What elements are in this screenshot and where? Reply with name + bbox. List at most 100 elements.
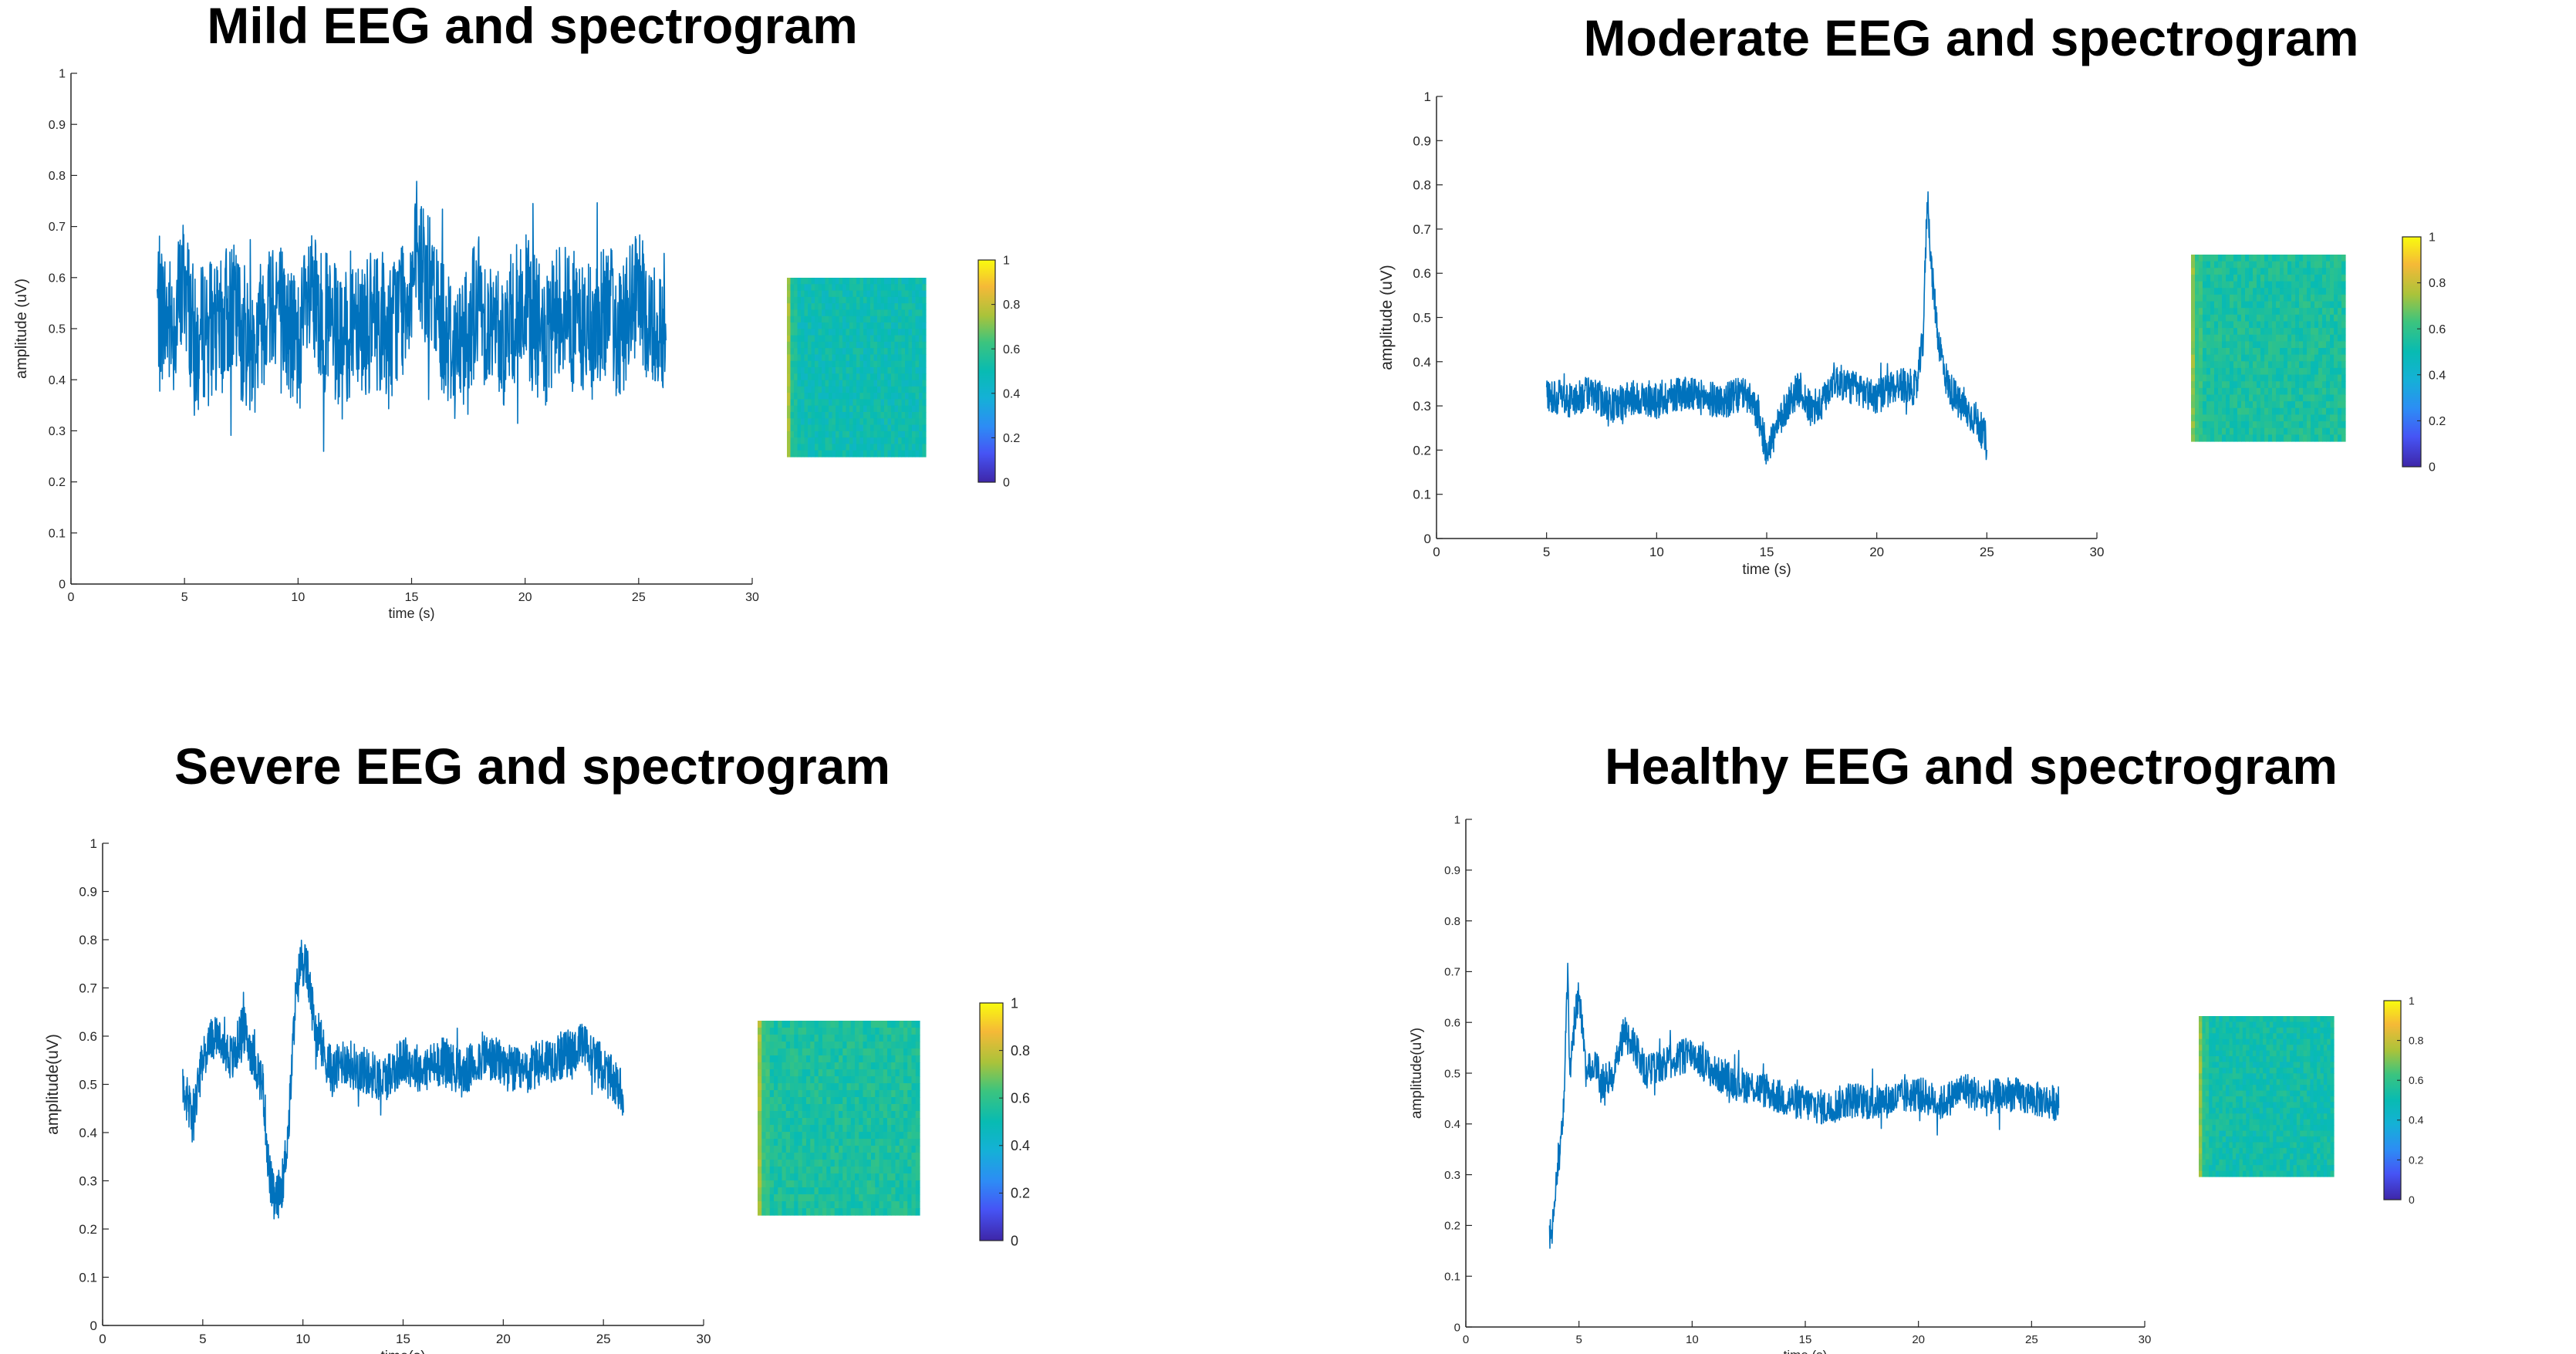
spectrogram-cell (846, 1083, 852, 1091)
spectrogram-cell (797, 367, 802, 374)
spectrogram-cell (814, 1146, 819, 1153)
spectrogram-cell (2293, 1085, 2297, 1092)
spectrogram-cell (2242, 1113, 2247, 1120)
spectrogram-cell (2226, 1067, 2230, 1074)
spectrogram-cell (782, 1167, 787, 1174)
spectrogram-cell (846, 418, 850, 426)
spectrogram-cell (912, 348, 917, 356)
colorbar-tick-label: 0 (1011, 1233, 1018, 1248)
spectrogram-cell (903, 1055, 908, 1063)
spectrogram-cell (782, 1062, 787, 1070)
spectrogram-cell (846, 1062, 852, 1070)
spectrogram-cell (822, 424, 826, 432)
spectrogram-cell (887, 1035, 892, 1042)
spectrogram-cell (899, 1139, 904, 1146)
spectrogram-cell (2334, 387, 2338, 396)
spectrogram-cell (2253, 1045, 2257, 1052)
spectrogram-cell (875, 1187, 880, 1195)
spectrogram-cell (2326, 361, 2331, 369)
spectrogram-cell (774, 1055, 778, 1063)
spectrogram-cell (839, 1132, 843, 1140)
spectrogram-cell (2245, 394, 2250, 402)
spectrogram-cell (2272, 421, 2277, 429)
spectrogram-cell (2293, 1033, 2297, 1040)
spectrogram-cell (2269, 1045, 2274, 1052)
spectrogram-cell (2290, 1119, 2294, 1126)
spectrogram-cell (849, 335, 854, 343)
spectrogram-cell (903, 1180, 908, 1188)
spectrogram-cell (2269, 1085, 2274, 1092)
spectrogram-cell (2330, 1165, 2335, 1172)
spectrogram-cell (2320, 1062, 2324, 1069)
spectrogram-cell (891, 437, 896, 445)
spectrogram-cell (912, 360, 917, 368)
spectrogram-cell (2310, 1067, 2314, 1074)
spectrogram-cell (826, 1042, 832, 1049)
spectrogram-cell (856, 424, 861, 432)
spectrogram-cell (2230, 288, 2234, 295)
spectrogram-cell (810, 1146, 815, 1153)
spectrogram-cell (2307, 255, 2311, 262)
spectrogram-cell (829, 367, 833, 374)
spectrogram-cell (849, 303, 854, 311)
spectrogram-cell (765, 1042, 771, 1049)
spectrogram-cell (2239, 1038, 2243, 1045)
spectrogram-cell (2203, 348, 2207, 356)
spectrogram-cell (2314, 421, 2319, 429)
spectrogram-cell (894, 386, 899, 393)
spectrogram-cell (814, 1055, 819, 1063)
spectrogram-cell (855, 1187, 859, 1195)
spectrogram-cell (866, 1160, 872, 1167)
spectrogram-cell (2326, 427, 2331, 435)
spectrogram-cell (912, 380, 917, 387)
spectrogram-cell (2323, 1079, 2328, 1086)
spectrogram-cell (2206, 407, 2211, 416)
spectrogram-cell (797, 309, 802, 317)
spectrogram-cell (2313, 1056, 2318, 1063)
spectrogram-cell (806, 1180, 811, 1188)
spectrogram-cell (922, 373, 927, 381)
spectrogram-cell (2226, 1142, 2230, 1149)
spectrogram-cell (2276, 1125, 2281, 1132)
spectrogram-cell (877, 278, 882, 285)
spectrogram-cell (903, 1146, 908, 1153)
spectrogram-cell (2295, 321, 2300, 329)
spectrogram-cell (2268, 301, 2273, 309)
spectrogram-cell (2230, 308, 2234, 316)
spectrogram-cell (2264, 394, 2269, 402)
spectrogram-cell (2236, 1153, 2240, 1160)
spectrogram-cell (2263, 1079, 2267, 1086)
spectrogram-cell (822, 1167, 827, 1174)
spectrogram-cell (834, 1187, 839, 1195)
spectrogram-cell (822, 1111, 827, 1119)
spectrogram-cell (787, 348, 792, 356)
spectrogram-cell (2320, 1119, 2324, 1126)
spectrogram-cell (2273, 1165, 2277, 1172)
spectrogram-cell (832, 418, 836, 426)
spectrogram-cell (839, 341, 843, 349)
spectrogram-cell (2284, 261, 2288, 268)
spectrogram-cell (2273, 1107, 2277, 1114)
y-tick-label: 1 (1424, 89, 1431, 104)
spectrogram-cell (2307, 1107, 2311, 1114)
spectrogram-cell (2239, 1062, 2243, 1069)
y-tick-label: 0.4 (1413, 355, 1431, 370)
spectrogram-cell (883, 1111, 888, 1119)
spectrogram-cell (2322, 255, 2327, 262)
spectrogram-cell (2199, 1079, 2203, 1086)
spectrogram-cell (2249, 1107, 2254, 1114)
colorbar-tick-label: 0.2 (1003, 432, 1020, 445)
x-tick-label: 0 (68, 591, 75, 604)
spectrogram-cell (849, 322, 854, 329)
spectrogram-cell (859, 284, 864, 292)
spectrogram-cell (836, 373, 840, 381)
spectrogram-cell (761, 1090, 767, 1098)
spectrogram-cell (818, 1090, 823, 1098)
spectrogram-cell (2191, 427, 2196, 435)
spectrogram-cell (2195, 288, 2200, 295)
x-tick-label: 15 (396, 1332, 410, 1346)
spectrogram-cell (2241, 374, 2246, 382)
spectrogram-cell (852, 341, 857, 349)
y-tick-label: 0.3 (1413, 399, 1431, 414)
